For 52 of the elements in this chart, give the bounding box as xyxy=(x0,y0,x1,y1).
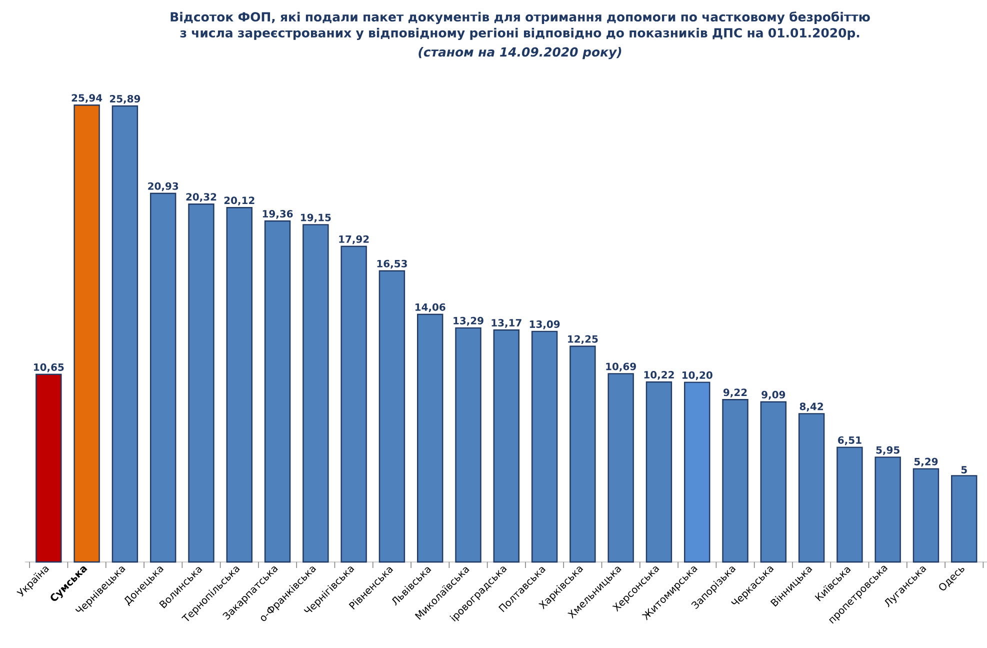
bar xyxy=(188,203,214,563)
bar xyxy=(36,374,62,563)
chart-title: Відсоток ФОП, які подали пакет документів для отримання допомоги по частковому безробіттю з числа зареєстрованих у відповідному регіоні відповідно до показників ДПС на 01.01.2020р. xyxy=(170,12,870,40)
bar xyxy=(455,327,482,563)
data-label: 25,89 xyxy=(110,94,140,104)
data-label: 20,12 xyxy=(224,196,254,206)
bar xyxy=(340,246,367,563)
bar xyxy=(378,270,406,563)
data-label: 5,95 xyxy=(876,446,900,456)
bar xyxy=(874,456,901,563)
data-label: 20,32 xyxy=(186,193,216,202)
data-label: 6,51 xyxy=(838,436,862,446)
data-label: 19,15 xyxy=(301,214,331,223)
bar xyxy=(226,207,252,563)
data-label: 5,29 xyxy=(914,458,938,467)
data-label: 9,09 xyxy=(762,390,786,400)
bar xyxy=(302,224,329,563)
bar xyxy=(646,381,672,563)
data-label: 5 xyxy=(961,466,967,474)
data-label: 10,65 xyxy=(34,363,64,372)
data-label: 10,22 xyxy=(644,370,674,380)
data-label: 10,20 xyxy=(682,371,712,380)
bar xyxy=(570,346,596,563)
bar xyxy=(417,314,444,563)
data-label: 25,94 xyxy=(72,94,102,103)
bar xyxy=(722,398,748,563)
bar xyxy=(150,192,176,563)
data-label: 16,53 xyxy=(377,260,407,269)
data-label: 14,06 xyxy=(415,303,446,312)
bar xyxy=(912,468,940,563)
bar xyxy=(836,446,863,563)
chart-subtitle: (станом на 14.09.2020 року) xyxy=(418,47,622,60)
bar xyxy=(112,105,138,563)
data-label: 12,25 xyxy=(568,335,598,344)
data-label: 17,92 xyxy=(339,235,369,244)
data-label: 13,17 xyxy=(492,319,522,328)
bar xyxy=(493,329,520,563)
bar xyxy=(798,413,825,563)
bar xyxy=(608,373,634,563)
bar xyxy=(264,220,291,563)
data-label: 9,22 xyxy=(723,388,747,398)
data-label: 8,42 xyxy=(800,402,823,412)
bar xyxy=(760,401,787,563)
data-label: 20,93 xyxy=(148,182,178,192)
bar xyxy=(951,475,978,563)
data-label: 19,36 xyxy=(262,210,293,219)
data-label: 13,09 xyxy=(530,320,560,330)
data-label: 13,29 xyxy=(454,316,484,326)
bar xyxy=(531,330,558,563)
bar xyxy=(684,382,710,563)
bar xyxy=(74,104,100,563)
data-label: 10,69 xyxy=(606,362,636,372)
